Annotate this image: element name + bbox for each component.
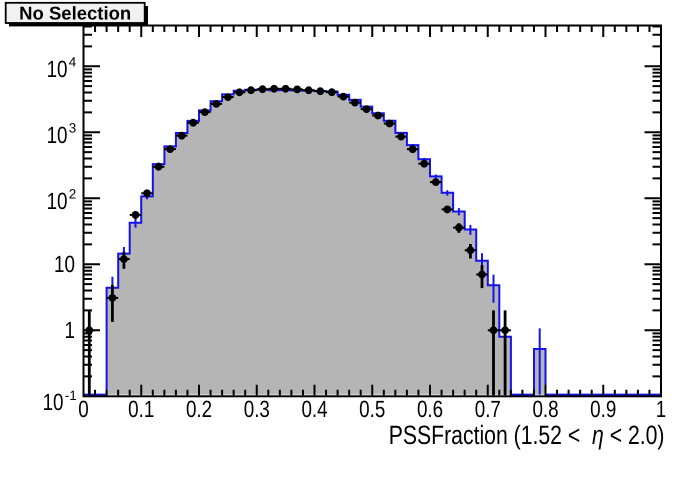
svg-text:10: 10 [47,188,68,214]
svg-text:0.7: 0.7 [475,396,501,422]
svg-text:-1: -1 [65,388,77,403]
svg-text:0: 0 [78,396,88,422]
svg-text:0.6: 0.6 [417,396,443,422]
svg-text:0.5: 0.5 [359,396,385,422]
svg-text:1: 1 [64,317,74,343]
svg-text:PSSFraction (1.52 < η < 2.0): PSSFraction (1.52 < η < 2.0) [389,420,665,450]
svg-text:0.1: 0.1 [128,396,154,422]
svg-text:No Selection: No Selection [19,2,131,23]
svg-text:0.3: 0.3 [244,396,270,422]
svg-text:0.2: 0.2 [186,396,212,422]
svg-text:10: 10 [43,389,64,415]
svg-text:10: 10 [47,122,68,148]
svg-text:10: 10 [47,56,68,82]
svg-text:0.8: 0.8 [532,396,558,422]
svg-text:3: 3 [69,121,77,136]
svg-text:1: 1 [656,396,666,422]
svg-text:10: 10 [54,251,75,277]
svg-text:4: 4 [69,55,77,70]
svg-text:0.9: 0.9 [590,396,616,422]
svg-text:0.4: 0.4 [301,396,327,422]
svg-text:2: 2 [69,187,77,202]
